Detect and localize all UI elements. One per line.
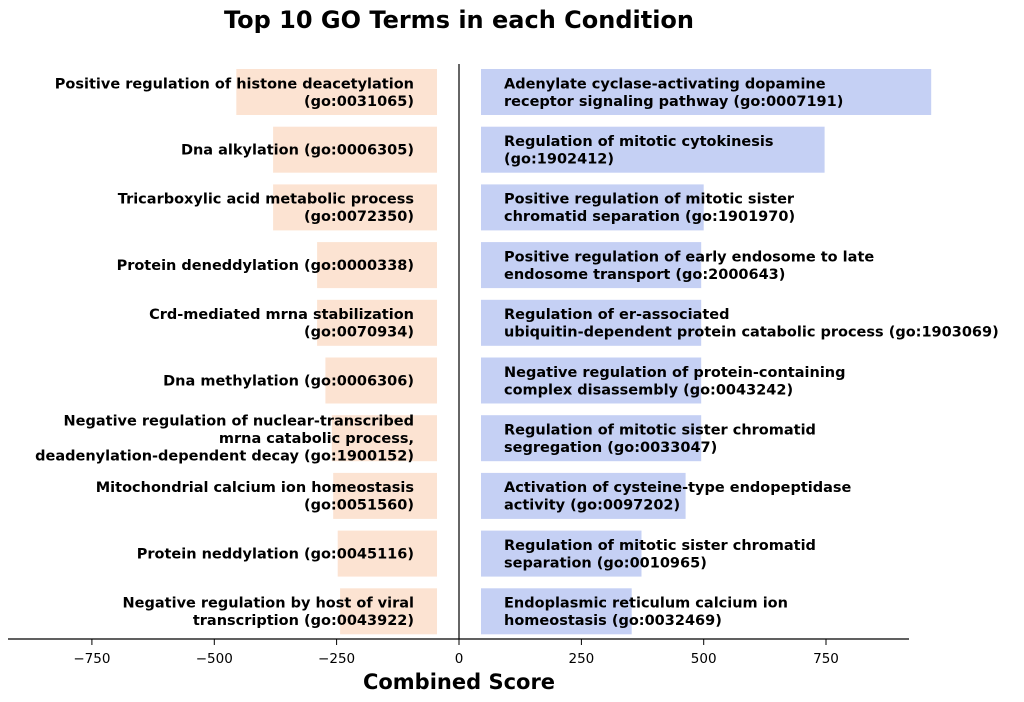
right-bar-label-7: Activation of cysteine-type endopeptidas…	[504, 480, 852, 514]
right-bar-label-5-line-0: Negative regulation of protein-containin…	[504, 365, 846, 381]
right-bar-3	[481, 242, 702, 289]
left-bar-2	[273, 184, 437, 231]
right-bar-8	[481, 530, 642, 577]
x-ticks: −750 −500 −250 0 250 500 750	[73, 639, 839, 667]
x-tick-label-3: 0	[455, 651, 464, 667]
x-tick-label-0: −750	[73, 651, 110, 667]
x-tick-label-2: −250	[318, 651, 355, 667]
right-bar-1	[481, 126, 825, 173]
right-bar-label-6-line-1: segregation (go:0033047)	[504, 440, 717, 456]
left-bar-label-5-line-0: Dna methylation (go:0006306)	[163, 374, 414, 390]
right-bar-label-2: Positive regulation of mitotic sister chr…	[504, 192, 795, 226]
right-bar-label-1-line-0: Regulation of mitotic cytokinesis	[504, 134, 773, 150]
right-bar-label-8-line-1: separation (go:0010965)	[504, 555, 707, 571]
left-bar-label-0: Positive regulation of histone deacetyla…	[55, 76, 414, 110]
x-axis-label: Combined Score	[363, 670, 555, 694]
left-bar-label-0-line-1: (go:0031065)	[304, 94, 414, 110]
left-bar-label-6: Negative regulation of nuclear-transcrib…	[35, 414, 414, 465]
left-bar-label-6-line-1: mrna catabolic process,	[219, 431, 414, 447]
right-bar-label-5-line-1: complex disassembly (go:0043242)	[504, 382, 793, 398]
right-bar-label-7-line-0: Activation of cysteine-type endopeptidas…	[504, 480, 852, 496]
right-bar-label-9-line-1: homeostasis (go:0032469)	[504, 613, 722, 629]
left-bar-label-5: Dna methylation (go:0006306)	[163, 374, 414, 390]
x-tick-label-1: −500	[196, 651, 233, 667]
left-bar-label-7-line-1: (go:0051560)	[304, 498, 414, 514]
left-bar-5	[325, 357, 437, 404]
right-bar-9	[481, 588, 632, 635]
x-tick-label-6: 750	[813, 651, 839, 667]
right-bar-7	[481, 472, 686, 519]
left-bar-label-0-line-0: Positive regulation of histone deacetyla…	[55, 76, 414, 92]
right-bar-6	[481, 415, 702, 462]
right-bar-4	[481, 299, 702, 346]
right-bar-label-3-line-0: Positive regulation of early endosome to…	[504, 249, 874, 265]
chart-title: Top 10 GO Terms in each Condition	[224, 6, 694, 34]
left-bar-label-2-line-0: Tricarboxylic acid metabolic process	[118, 192, 414, 208]
left-bar-label-6-line-0: Negative regulation of nuclear-transcrib…	[64, 414, 415, 430]
right-bar-label-3-line-1: endosome transport (go:2000643)	[504, 267, 785, 283]
left-bar-label-2-line-1: (go:0072350)	[304, 209, 414, 225]
left-bar-3	[317, 242, 437, 289]
right-bar-label-8-line-0: Regulation of mitotic sister chromatid	[504, 538, 816, 554]
right-bar-5	[481, 357, 702, 404]
left-bar-9	[340, 588, 437, 635]
left-bar-label-7: Mitochondrial calcium ion homeostasis (go…	[96, 480, 414, 514]
right-bar-label-9-line-0: Endoplasmic reticulum calcium ion	[504, 596, 788, 612]
left-bar-label-2: Tricarboxylic acid metabolic process (go:…	[118, 192, 414, 226]
left-bar-label-4-line-1: (go:0070934)	[304, 325, 414, 341]
right-bar-label-2-line-0: Positive regulation of mitotic sister	[504, 192, 795, 208]
left-bar-label-9-line-0: Negative regulation by host of viral	[123, 596, 414, 612]
left-bar-8	[337, 530, 437, 577]
left-bar-label-4-line-0: Crd-mediated mrna stabilization	[149, 307, 414, 323]
left-bar-label-1-line-0: Dna alkylation (go:0006305)	[181, 143, 414, 159]
bars-layer	[236, 69, 932, 635]
right-bar-label-4-line-1: ubiquitin-dependent protein catabolic pr…	[504, 325, 999, 341]
right-bar-label-5: Negative regulation of protein-containin…	[504, 365, 846, 399]
left-bar-7	[333, 472, 437, 519]
x-tick-label-4: 250	[569, 651, 595, 667]
left-bar-label-3: Protein deneddylation (go:0000338)	[117, 258, 414, 274]
right-bar-label-6: Regulation of mitotic sister chromatid se…	[504, 423, 816, 457]
left-bar-label-7-line-0: Mitochondrial calcium ion homeostasis	[96, 480, 414, 496]
right-bar-label-6-line-0: Regulation of mitotic sister chromatid	[504, 423, 816, 439]
right-bar-label-1-line-1: (go:1902412)	[504, 151, 614, 167]
left-bar-label-4: Crd-mediated mrna stabilization (go:00709…	[149, 307, 414, 341]
right-bar-label-2-line-1: chromatid separation (go:1901970)	[504, 209, 795, 225]
left-bar-label-9-line-1: transcription (go:0043922)	[193, 613, 414, 629]
bar-labels-layer: Positive regulation of histone deacetyla…	[35, 76, 999, 629]
right-bar-label-3: Positive regulation of early endosome to…	[504, 249, 874, 283]
right-bar-label-0-line-0: Adenylate cyclase-activating dopamine	[504, 76, 826, 92]
left-bar-label-1: Dna alkylation (go:0006305)	[181, 143, 414, 159]
x-tick-label-5: 500	[691, 651, 717, 667]
right-bar-2	[481, 184, 704, 231]
right-bar-label-0-line-1: receptor signaling pathway (go:0007191)	[504, 94, 843, 110]
right-bar-0	[481, 69, 932, 115]
right-bar-label-8: Regulation of mitotic sister chromatid se…	[504, 538, 816, 572]
right-bar-label-4: Regulation of er-associated ubiquitin-dep…	[504, 307, 999, 341]
left-bar-6	[331, 415, 437, 462]
left-bar-1	[273, 126, 437, 173]
left-bar-label-8-line-0: Protein neddylation (go:0045116)	[137, 547, 414, 563]
left-bar-label-3-line-0: Protein deneddylation (go:0000338)	[117, 258, 414, 274]
left-bar-label-6-line-2: deadenylation-dependent decay (go:190015…	[35, 449, 414, 465]
right-bar-label-9: Endoplasmic reticulum calcium ion homeost…	[504, 596, 788, 630]
left-bar-4	[317, 299, 437, 346]
right-bar-label-1: Regulation of mitotic cytokinesis (go:190…	[504, 134, 773, 168]
left-bar-label-8: Protein neddylation (go:0045116)	[137, 547, 414, 563]
right-bar-label-0: Adenylate cyclase-activating dopamine rec…	[504, 76, 843, 110]
left-bar-0	[236, 69, 437, 115]
right-bar-label-4-line-0: Regulation of er-associated	[504, 307, 730, 323]
right-bar-label-7-line-1: activity (go:0097202)	[504, 498, 680, 514]
left-bar-label-9: Negative regulation by host of viral tran…	[123, 596, 414, 630]
